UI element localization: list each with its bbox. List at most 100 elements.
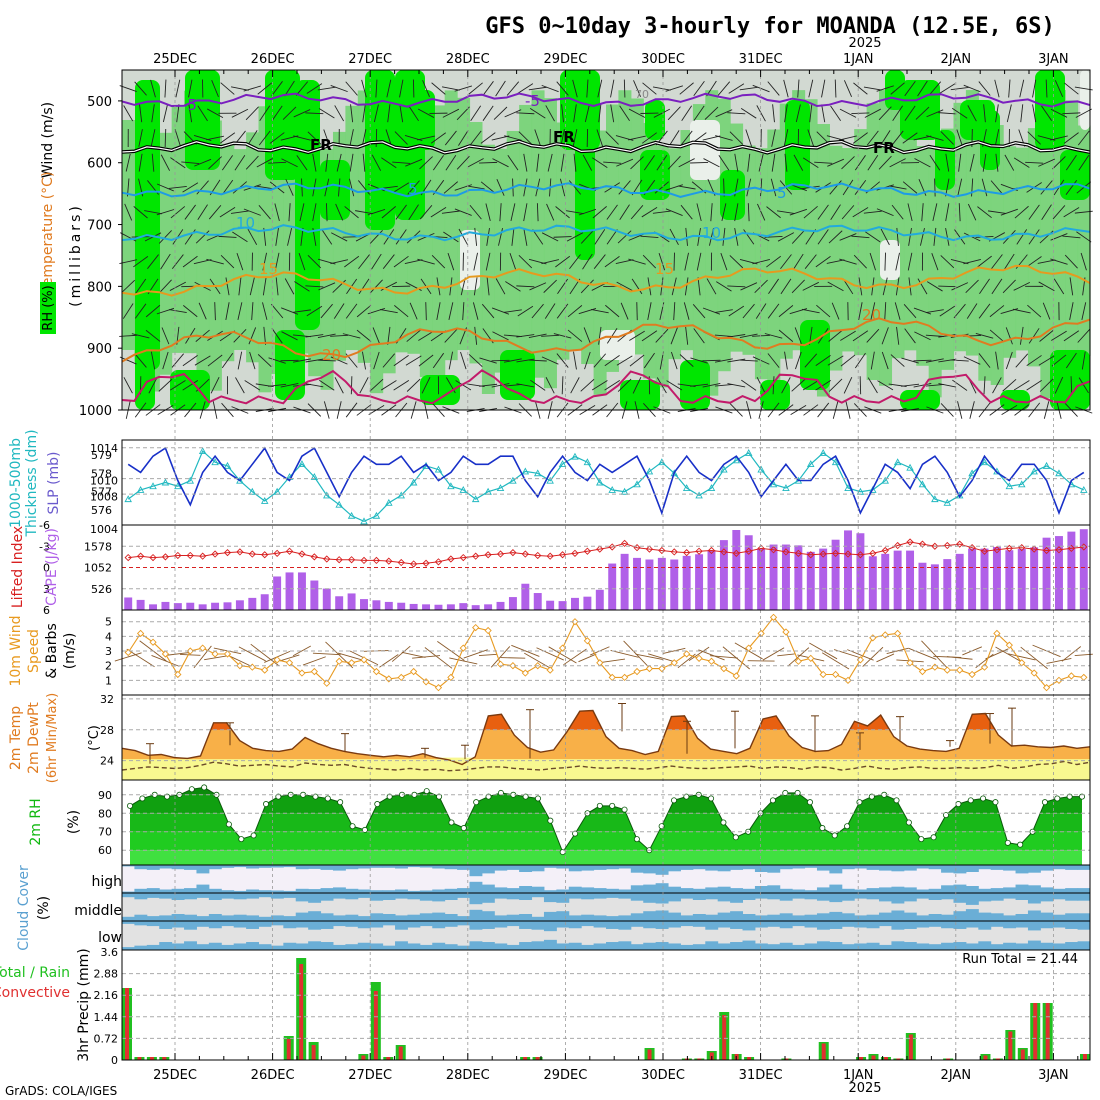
upper-wind-barb [1014,205,1029,219]
rh2m-point [844,823,851,830]
cape-bar [633,557,641,610]
upper-wind-barb [387,104,391,123]
upper-wind-barb [528,333,547,338]
upper-rh-dark-patch [1060,150,1090,200]
cloud-cell-bottom [717,912,731,921]
upper-wind-barb [150,79,156,98]
cape-tick: 1578 [84,540,112,553]
cloud-cell-bottom [1052,914,1066,921]
precip-conv-bar [983,1055,988,1060]
upper-wind-barb [652,210,671,214]
rh2m-point [905,819,912,826]
cloud-cell-top [1065,921,1079,929]
upper-wind-barb [620,302,629,320]
upper-rh-dark-patch [320,160,350,220]
cloud-cell-top [941,921,954,929]
wind10-barb [391,645,411,662]
upper-wind-barb [1027,131,1041,145]
rh2m-point [361,826,368,833]
cloud-cell-bottom [581,944,595,950]
lifted-index-point [484,551,492,559]
upper-wind-barb [843,80,853,97]
upper-wind-barb [335,203,344,221]
day-axis: 25DEC25DEC26DEC26DEC27DEC27DEC28DEC28DEC… [153,52,1069,1083]
upper-wind-barb [727,285,746,288]
rh2m-point [572,830,579,837]
upper-wind-barb [257,354,272,368]
upper-wind-barb [728,305,745,317]
cloud-cell-bottom [879,887,892,893]
cloud-cell-bottom [879,912,892,921]
wind10-point [683,650,691,658]
rh2m-point [658,823,665,830]
cloud-cell-top [370,865,384,868]
upper-wind-barb [470,105,482,122]
upper-wind-barb [372,327,381,345]
thickness-point [496,484,505,491]
wind10-point [1067,672,1076,680]
upper-wind-barb [915,106,930,120]
upper-wind-barb [393,182,410,193]
cloud-cell-top [270,865,284,868]
cloud-cell-bottom [1065,942,1079,950]
upper-wind-barb [510,203,516,222]
upper-wind-barb [175,79,181,98]
wind10-point [583,637,592,645]
cloud-cell-top [866,893,880,900]
upper-wind-barb [262,302,268,320]
day-label-bottom: 26DEC [251,1068,295,1083]
upper-wind-barb [493,106,508,120]
upper-wind-barb [740,107,757,119]
cape-bar [794,545,803,610]
cloud-cell-bottom [159,915,173,921]
cape-bar [161,601,170,610]
cloud-cell-top [692,921,706,927]
upper-wind-barb [280,383,299,388]
cloud-cell-bottom [742,940,756,950]
upper-wind-barb [605,304,620,318]
upper-wind-barb [1050,108,1068,118]
upper-wind-barb [569,254,581,270]
upper-wind-barb [158,230,172,244]
upper-wind-barb [907,252,913,271]
upper-wind-barb [702,307,721,315]
upper-wind-barb [756,377,766,394]
thickness-point [149,482,157,490]
rh2m-point [1066,793,1073,800]
upper-wind-barb [233,328,247,343]
upper-wind-barb [138,129,143,147]
cloud-cell-top [593,865,607,870]
upper-wind-barb [321,229,333,245]
cloud-cell-top [581,921,595,927]
wind10-label-3: & Barbs [44,623,60,679]
upper-wind-barb [567,329,583,342]
cloud-cell-top [816,921,830,930]
upper-wind-barb [462,302,465,321]
thickness-point [1055,469,1063,477]
cloud-cell-top [742,921,756,931]
cloud-cell-top [841,921,855,927]
upper-wind-barb [1076,231,1092,243]
upper-wind-barb [188,79,193,98]
upper-rh-mid-column [221,143,235,362]
slp-thickness-label-1: 1000-500mb [8,438,24,528]
upper-wind-barb [134,81,147,96]
thickness-point [807,460,815,467]
rh2m-point [720,819,727,826]
rh2m-point [188,786,195,793]
upper-wind-barb [504,109,522,118]
upper-wind-barb [1041,204,1052,220]
wind10-point [410,667,418,676]
upper-wind-barb [373,351,380,370]
upper-wind-barb [1063,207,1080,218]
rh2m-point [621,806,628,813]
cape-bar [670,559,679,610]
thickness-point [782,484,790,491]
lifted-index-point [298,550,306,558]
cloud-cell-bottom [419,890,433,893]
upper-wind-barb [752,334,771,337]
upper-wind-barb [119,85,137,92]
upper-wind-barb [727,383,746,388]
cape-bar [211,602,220,610]
upper-wind-barb [271,105,283,121]
